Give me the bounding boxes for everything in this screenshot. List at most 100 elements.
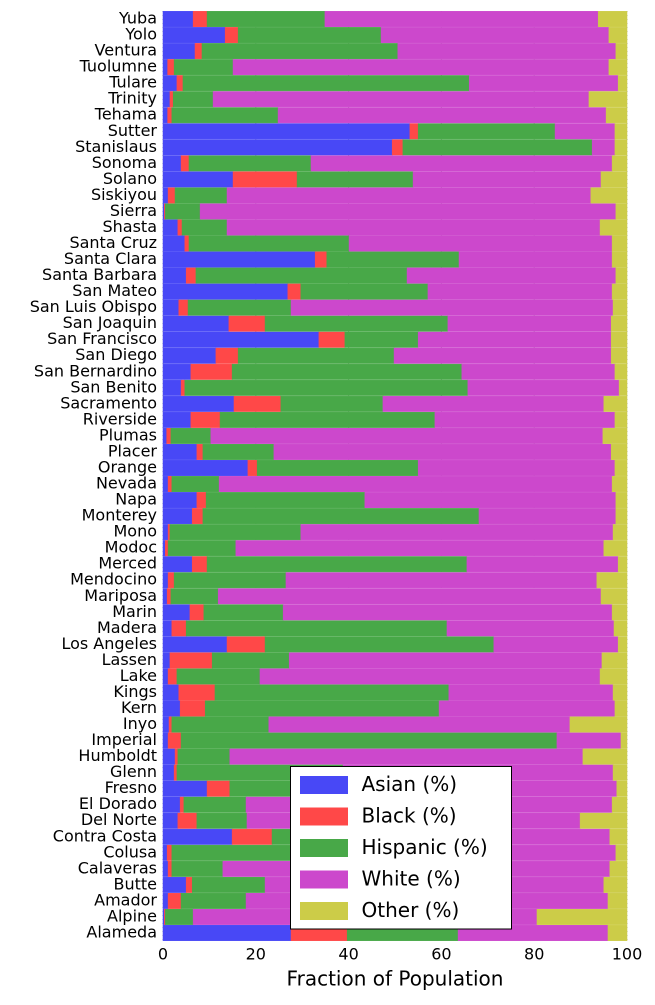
bar-segment <box>406 267 617 284</box>
bar-segment <box>603 876 628 893</box>
bar-segment <box>185 620 448 637</box>
bar-segment <box>166 844 173 861</box>
bar-segment <box>536 908 628 925</box>
bar-segment <box>226 219 601 236</box>
legend-swatch <box>300 870 348 889</box>
bar-segment <box>610 347 628 364</box>
bar-segment <box>466 556 619 573</box>
y-tick-label: Plumas <box>99 425 157 444</box>
bar-segment <box>201 43 399 60</box>
bar-segment <box>180 379 186 396</box>
bar-segment <box>194 43 203 60</box>
legend-swatch <box>300 776 348 794</box>
bar-segment <box>569 716 628 733</box>
bar-segment <box>177 748 231 765</box>
bar-segment <box>162 524 169 541</box>
bar-segment <box>171 620 187 637</box>
y-tick-label: Merced <box>98 554 157 573</box>
bar-segment <box>611 251 628 268</box>
bar-segment <box>174 748 179 765</box>
y-tick-label: Santa Clara <box>64 249 157 268</box>
bar-segment <box>162 492 198 509</box>
y-tick-label: Nevada <box>96 474 157 493</box>
bar-segment <box>402 139 593 156</box>
bar-segment <box>611 604 628 621</box>
y-tick-label: Lake <box>120 666 157 685</box>
bar-segment <box>232 59 610 76</box>
legend-label: Hispanic (%) <box>362 835 488 859</box>
y-tick-label: Del Norte <box>81 810 157 829</box>
bar-segment <box>614 700 628 717</box>
bar-segment <box>599 668 628 685</box>
bar-segment <box>162 411 192 428</box>
bar-segment <box>169 652 213 669</box>
bar-segment <box>171 716 270 733</box>
bar-segment <box>596 572 628 589</box>
bar-segment <box>612 299 628 316</box>
bar-segment <box>167 732 182 749</box>
bar-segment <box>162 427 168 444</box>
bar-segment <box>165 203 201 220</box>
bar-segment <box>187 299 292 316</box>
bar-segment <box>226 636 266 653</box>
y-tick-label: El Dorado <box>79 794 157 813</box>
y-tick-label: Yolo <box>124 25 157 44</box>
bar-segment <box>397 43 617 60</box>
bar-segment <box>235 540 605 557</box>
bar-segment <box>205 492 366 509</box>
bar-segment <box>162 395 235 412</box>
y-tick-label: Mariposa <box>84 586 157 605</box>
bar-segment <box>171 476 220 493</box>
bar-segment <box>165 540 169 557</box>
bar-segment <box>166 427 172 444</box>
bar-segment <box>167 540 237 557</box>
bar-segment <box>617 556 628 573</box>
bar-segment <box>162 924 292 941</box>
bar-segment <box>168 716 173 733</box>
bar-segment <box>162 556 193 573</box>
bar-segment <box>618 379 628 396</box>
bar-segment <box>191 876 266 893</box>
y-tick-label: San Bernardino <box>34 361 157 380</box>
y-tick-label: Marin <box>112 602 157 621</box>
bar-segment <box>202 443 275 460</box>
y-tick-label: San Joaquin <box>63 313 157 332</box>
bar-segment <box>556 732 622 749</box>
bar-segment <box>196 812 248 829</box>
y-tick-label: Ventura <box>95 41 157 60</box>
bar-segment <box>461 363 616 380</box>
bar-segment <box>167 860 173 877</box>
bar-segment <box>162 732 169 749</box>
bar-segment <box>608 27 628 44</box>
bar-segment <box>179 796 185 813</box>
bar-segment <box>162 235 186 252</box>
bar-segment <box>607 924 628 941</box>
y-tick-label: Napa <box>115 490 157 509</box>
bar-segment <box>212 91 590 108</box>
y-tick-label: Tuolumne <box>79 57 157 76</box>
bar-segment <box>610 443 628 460</box>
bar-segment <box>224 27 239 44</box>
y-tick-label: Santa Barbara <box>42 265 157 284</box>
y-tick-label: Sutter <box>108 121 158 140</box>
x-tick-label: 20 <box>246 945 266 964</box>
bar-segment <box>231 828 273 845</box>
y-tick-label: Alpine <box>107 906 157 925</box>
bar-segment <box>183 796 247 813</box>
bar-segment <box>162 508 193 525</box>
bar-segment <box>237 347 395 364</box>
bar-segment <box>162 668 169 685</box>
bar-segment <box>166 588 172 605</box>
bar-segment <box>185 876 193 893</box>
bar-segment <box>173 59 234 76</box>
bar-segment <box>210 427 604 444</box>
bar-segment <box>609 828 628 845</box>
bar-segment <box>162 796 181 813</box>
bar-segment <box>434 411 616 428</box>
bar-segment <box>162 43 196 60</box>
bar-segment <box>438 700 616 717</box>
legend-swatch <box>300 807 348 826</box>
bar-segment <box>176 668 261 685</box>
bar-segment <box>603 395 628 412</box>
